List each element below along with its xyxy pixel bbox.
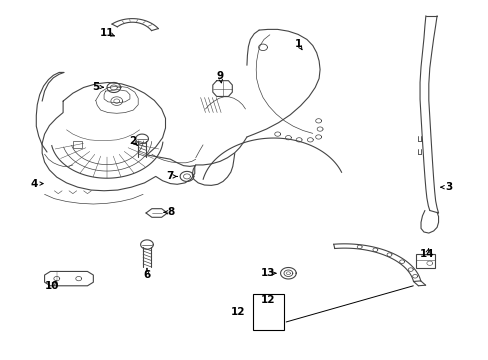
Bar <box>253 294 283 330</box>
Text: 10: 10 <box>44 281 59 291</box>
Bar <box>73 141 81 148</box>
Text: 1: 1 <box>294 39 301 49</box>
Text: 9: 9 <box>216 71 223 81</box>
Text: 5: 5 <box>92 82 99 92</box>
Bar <box>415 254 434 267</box>
Text: 14: 14 <box>419 248 434 258</box>
Text: 7: 7 <box>166 171 174 181</box>
Text: 6: 6 <box>143 270 150 280</box>
Text: 13: 13 <box>260 268 275 278</box>
Text: 8: 8 <box>167 207 175 217</box>
Text: 2: 2 <box>128 136 136 145</box>
Text: 4: 4 <box>30 179 38 189</box>
Text: 11: 11 <box>100 28 114 38</box>
Text: 12: 12 <box>260 295 275 305</box>
Text: 12: 12 <box>230 307 244 317</box>
Text: 3: 3 <box>445 182 452 192</box>
